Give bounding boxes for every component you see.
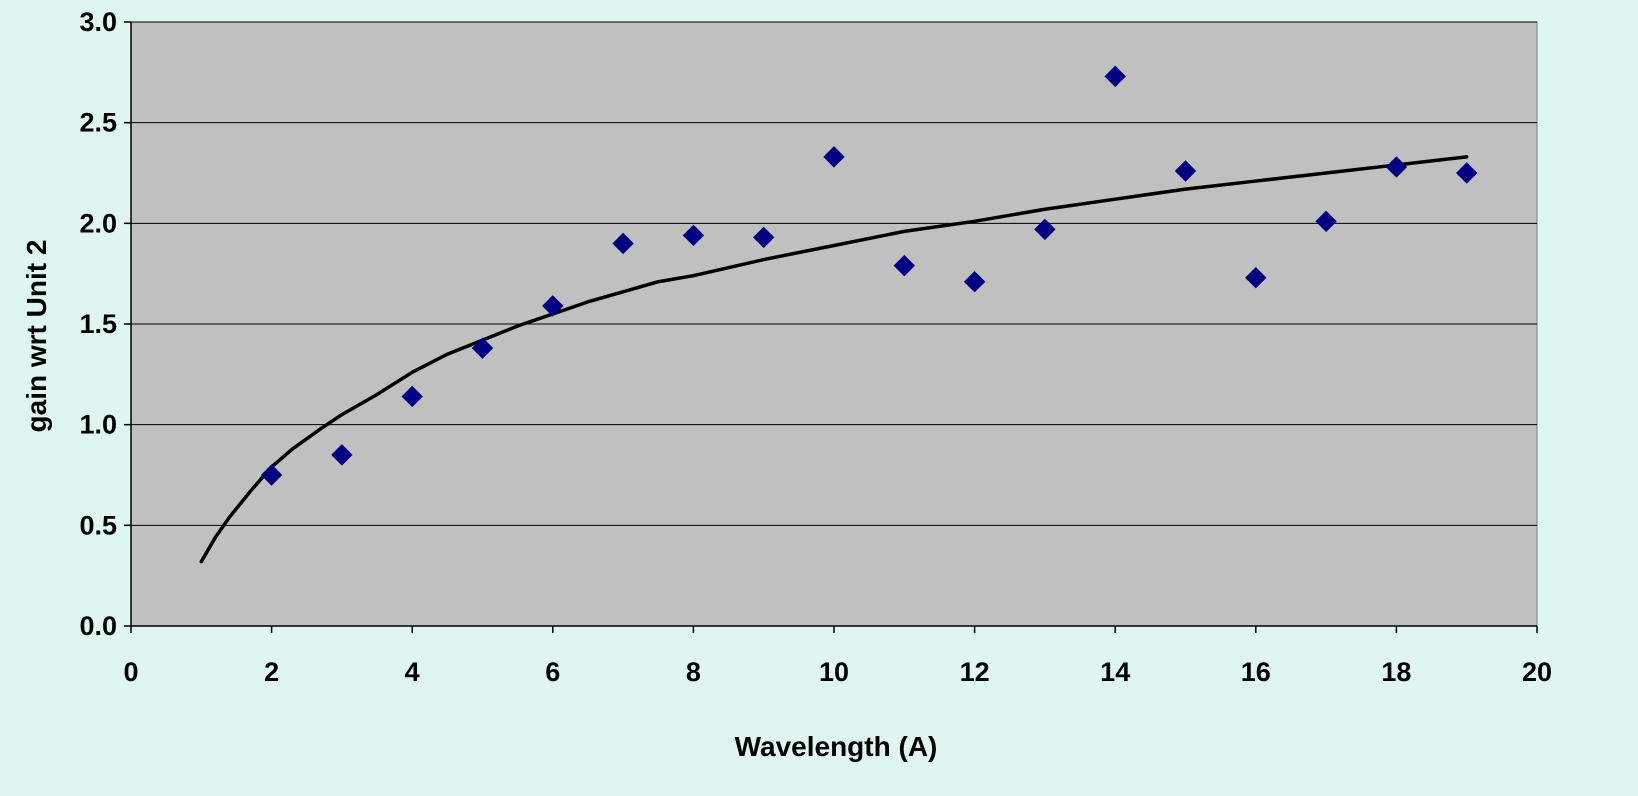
data-point-diamond xyxy=(471,337,494,359)
data-point-diamond xyxy=(331,444,353,466)
x-tick-label: 16 xyxy=(1241,657,1271,687)
tick-labels: 0.0 0.5 1.0 1.5 2.0 2.5 3.0 0 2 4 6 8 10 12 14 16 18 20 xyxy=(79,7,1552,687)
data-point-diamond xyxy=(1245,266,1267,289)
data-point-diamond xyxy=(752,226,775,249)
data-point-diamond xyxy=(542,295,564,317)
x-tick-label: 6 xyxy=(545,657,560,687)
series xyxy=(199,65,1478,564)
y-tick-label: 0.0 xyxy=(79,611,117,641)
y-tick-label: 1.5 xyxy=(79,309,117,339)
x-tick-label: 18 xyxy=(1381,657,1411,687)
x-tick-label: 12 xyxy=(960,657,990,687)
data-point-diamond xyxy=(1455,162,1478,184)
x-axis-title: Wavelength (A) xyxy=(735,731,938,762)
x-tick-label: 14 xyxy=(1100,657,1130,687)
data-point-diamond xyxy=(1385,156,1408,178)
y-axis-title: gain wrt Unit 2 xyxy=(21,240,52,433)
gridlines xyxy=(131,21,1537,526)
data-point-diamond xyxy=(963,271,986,293)
y-tick-label: 0.5 xyxy=(79,510,117,540)
data-point-diamond xyxy=(612,232,634,255)
x-tick-label: 4 xyxy=(405,657,420,687)
x-tick-label: 8 xyxy=(686,657,701,687)
data-point-diamond xyxy=(682,224,705,247)
data-point-diamond xyxy=(823,146,845,168)
x-tick-label: 2 xyxy=(264,657,279,687)
data-point-diamond xyxy=(401,385,423,408)
fit-curve-line xyxy=(199,155,1469,564)
y-tick-label: 1.0 xyxy=(79,410,117,440)
data-point-diamond xyxy=(1104,65,1126,88)
x-tick-label: 0 xyxy=(123,657,138,687)
x-tick-label: 10 xyxy=(819,657,849,687)
axes xyxy=(124,21,1538,633)
x-tick-label: 20 xyxy=(1522,657,1552,687)
data-point-diamond xyxy=(1034,218,1056,241)
data-point-diamond xyxy=(1174,160,1197,182)
data-point-diamond xyxy=(260,464,283,486)
y-tick-label: 2.5 xyxy=(79,108,117,138)
data-point-diamond xyxy=(1315,210,1337,233)
y-tick-label: 2.0 xyxy=(79,208,117,238)
y-tick-label: 3.0 xyxy=(79,7,117,37)
data-point-diamond xyxy=(893,254,916,277)
